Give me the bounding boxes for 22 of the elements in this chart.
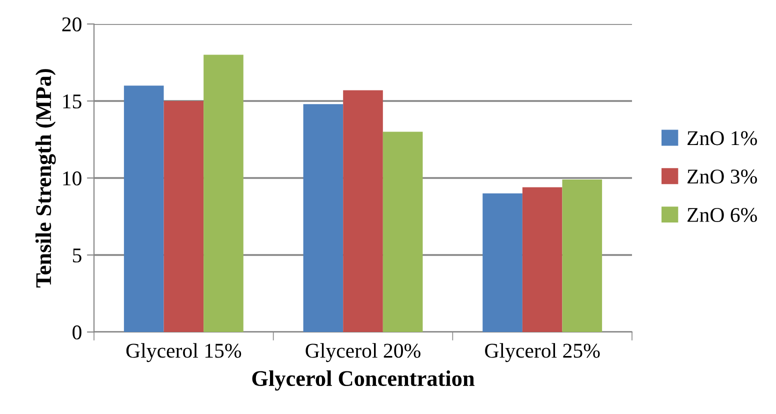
bar [482, 193, 522, 332]
bar [382, 132, 423, 332]
bar [124, 86, 164, 332]
bar [562, 180, 602, 332]
x-axis-title: Glycerol Concentration [252, 370, 474, 391]
x-tick-label: Glycerol 15% [126, 343, 242, 362]
bar [164, 101, 204, 332]
y-axis-title: Tensile Strength (MPa) [35, 69, 56, 288]
legend-label: ZnO 3% [688, 170, 757, 184]
legend-label: ZnO 1% [688, 131, 757, 146]
y-tick-label: 5 [72, 248, 82, 262]
bar [303, 104, 344, 332]
bar [343, 90, 383, 332]
y-tick-label: 15 [63, 94, 82, 108]
x-tick-label: Glycerol 20% [306, 343, 420, 362]
bar [522, 187, 562, 332]
bar [204, 54, 244, 332]
legend-label: ZnO 6% [688, 208, 757, 222]
y-tick-label: 20 [62, 17, 82, 32]
x-tick-label: Glycerol 25% [485, 343, 600, 362]
y-tick-label: 0 [72, 325, 82, 340]
y-tick-label: 10 [63, 171, 82, 186]
